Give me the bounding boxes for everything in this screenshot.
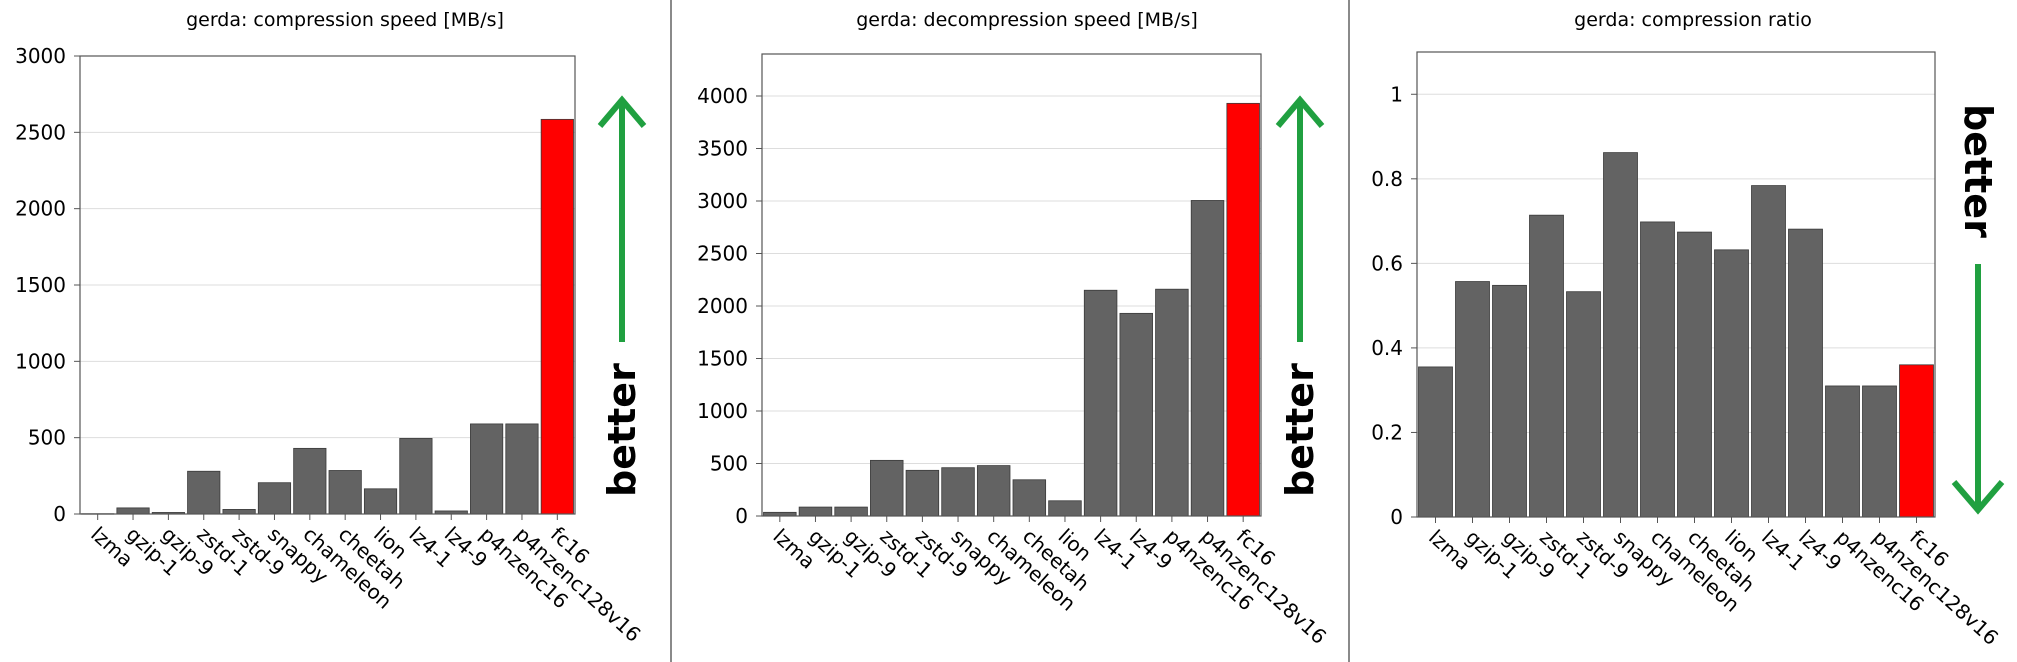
bar xyxy=(222,509,256,515)
chart-title: gerda: compression speed [MB/s] xyxy=(186,9,504,31)
bar xyxy=(293,447,327,515)
bar xyxy=(470,423,504,515)
decompression-speed-chart: gerda: decompression speed [MB/s] 0 500 100… xyxy=(697,9,1331,649)
bar xyxy=(399,438,433,515)
compression-ratio-chart: gerda: compression ratio 0 0.2 0.4 0.6 0.8 1 lz… xyxy=(1371,9,2005,650)
bar xyxy=(1603,152,1638,518)
y-tick-label: 500 xyxy=(28,426,66,450)
bar xyxy=(1455,281,1490,518)
plot-frame xyxy=(1416,51,1936,518)
y-tick-label: 2000 xyxy=(15,197,66,221)
bar xyxy=(905,469,940,517)
bar xyxy=(941,467,975,517)
bar xyxy=(257,482,292,515)
better-annotation: better xyxy=(597,95,647,497)
bar xyxy=(1788,228,1823,518)
bar xyxy=(187,470,221,515)
y-tick-label: 0 xyxy=(53,502,66,526)
y-tick-label: 0.4 xyxy=(1371,336,1403,360)
y-tick-label: 500 xyxy=(710,452,748,476)
panel-divider xyxy=(670,0,672,662)
y-tick-label: 1000 xyxy=(697,399,748,423)
plot-frame xyxy=(79,55,576,515)
bar xyxy=(1048,500,1082,517)
y-tick-label: 0 xyxy=(735,504,748,528)
y-tick-label: 1 xyxy=(1390,82,1403,106)
y-tick-label: 0.8 xyxy=(1371,167,1403,191)
y-tick-label: 2500 xyxy=(15,120,66,144)
bar xyxy=(976,465,1011,517)
bar xyxy=(870,459,904,517)
bar xyxy=(1119,312,1153,517)
chart-title: gerda: compression ratio xyxy=(1574,9,1812,31)
bar xyxy=(1155,288,1189,517)
bar xyxy=(1012,479,1047,517)
bar xyxy=(1083,289,1118,517)
bar xyxy=(1862,385,1897,518)
better-label: better xyxy=(1278,363,1322,497)
arrow-down-icon xyxy=(1951,480,2005,515)
y-tick-label: 3000 xyxy=(15,44,66,68)
bar xyxy=(1566,291,1601,518)
y-tick-label: 3000 xyxy=(697,189,748,213)
bar xyxy=(1492,284,1527,518)
y-tick-label: 1500 xyxy=(15,273,66,297)
chart-title: gerda: decompression speed [MB/s] xyxy=(856,9,1198,31)
y-tick-label: 3500 xyxy=(697,137,748,161)
better-annotation: better xyxy=(1951,104,2005,515)
better-label: better xyxy=(600,363,644,497)
plot-frame xyxy=(761,53,1262,517)
arrow-up-icon xyxy=(597,95,647,128)
compression-speed-chart: gerda: compression speed [MB/s] 0 500 1000 1… xyxy=(15,9,647,647)
y-tick-label: 1500 xyxy=(697,347,748,371)
bar xyxy=(363,488,398,515)
x-tick-label: lz4-1 xyxy=(1757,525,1809,575)
chart-panel-compression-speed: gerda: compression speed [MB/s] 0 500 1000 1… xyxy=(0,0,670,662)
y-tick-label: 4000 xyxy=(697,84,748,108)
bar xyxy=(1751,185,1786,518)
bar xyxy=(505,423,539,515)
better-annotation: better xyxy=(1275,95,1325,497)
chart-panel-decompression-speed: gerda: decompression speed [MB/s] 0 500 100… xyxy=(672,0,1348,662)
bar xyxy=(1677,231,1712,518)
highlight-bar xyxy=(1226,102,1260,517)
x-tick-label: lzma xyxy=(1424,525,1476,575)
y-tick-label: 0.2 xyxy=(1371,420,1403,444)
highlight-bar xyxy=(540,118,574,515)
bar xyxy=(328,470,362,515)
y-tick-label: 0.6 xyxy=(1371,251,1403,275)
chart-panel-compression-ratio: gerda: compression ratio 0 0.2 0.4 0.6 0.8 1 lz… xyxy=(1350,0,2017,662)
y-tick-label: 0 xyxy=(1390,505,1403,529)
bar xyxy=(1418,366,1453,518)
bar xyxy=(834,506,868,517)
y-tick-label: 2000 xyxy=(697,294,748,318)
better-label: better xyxy=(1956,104,2000,238)
bar xyxy=(1825,385,1860,518)
bar xyxy=(1529,214,1564,518)
bar xyxy=(116,507,150,515)
y-tick-label: 1000 xyxy=(15,349,66,373)
panel-divider xyxy=(1348,0,1350,662)
highlight-bar xyxy=(1899,364,1934,518)
bar xyxy=(798,506,833,517)
bar xyxy=(1640,221,1675,518)
y-tick-label: 2500 xyxy=(697,242,748,266)
bar xyxy=(1190,200,1225,517)
arrow-up-icon xyxy=(1275,95,1325,128)
bar xyxy=(1714,249,1749,518)
